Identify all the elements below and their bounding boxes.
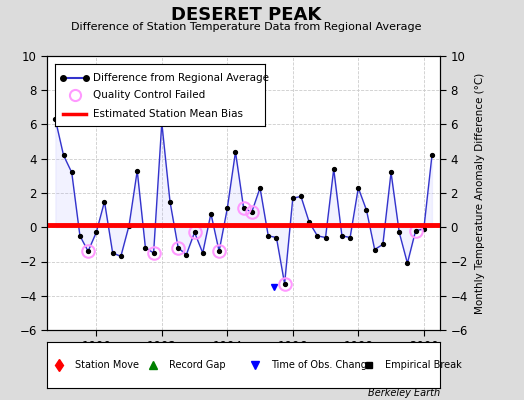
Text: Station Move: Station Move	[74, 360, 139, 370]
Y-axis label: Monthly Temperature Anomaly Difference (°C): Monthly Temperature Anomaly Difference (…	[475, 72, 485, 314]
Text: Estimated Station Mean Bias: Estimated Station Mean Bias	[93, 108, 243, 118]
Text: Time of Obs. Change: Time of Obs. Change	[271, 360, 373, 370]
Text: Difference from Regional Average: Difference from Regional Average	[93, 73, 269, 83]
Text: Empirical Break: Empirical Break	[385, 360, 462, 370]
Text: Quality Control Failed: Quality Control Failed	[93, 90, 205, 100]
Text: DESERET PEAK: DESERET PEAK	[171, 6, 321, 24]
Text: Berkeley Earth: Berkeley Earth	[368, 388, 440, 398]
Text: Difference of Station Temperature Data from Regional Average: Difference of Station Temperature Data f…	[71, 22, 421, 32]
Text: Record Gap: Record Gap	[169, 360, 226, 370]
